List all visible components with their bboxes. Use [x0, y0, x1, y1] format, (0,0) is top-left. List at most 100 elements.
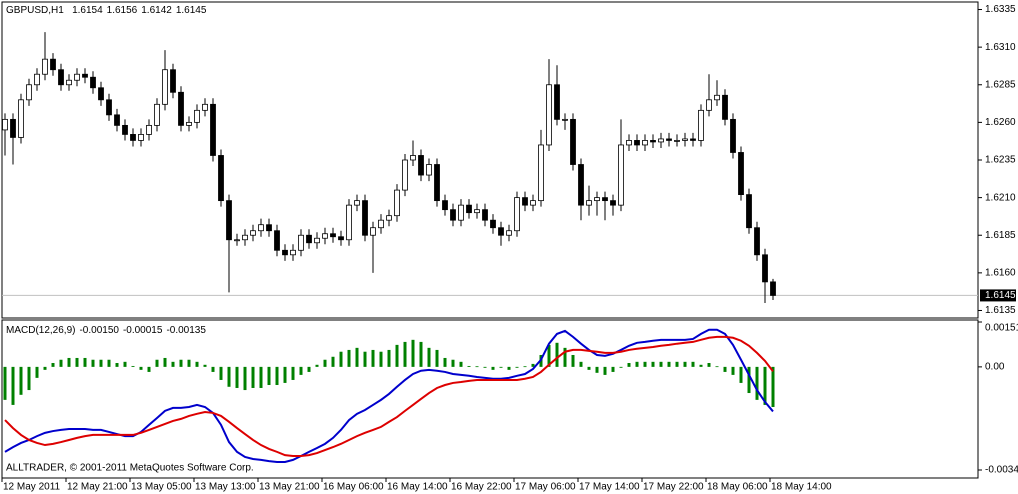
candle-body [170, 69, 176, 93]
candle-body [674, 140, 680, 142]
candle-body [346, 204, 352, 241]
histogram-bar [395, 344, 399, 367]
candle-body [178, 91, 184, 126]
histogram-bar [323, 359, 327, 367]
histogram-bar [307, 366, 311, 372]
indicator-value: -0.00135 [166, 325, 206, 336]
candle-body [714, 94, 720, 101]
candle-body [122, 124, 128, 135]
candle-body [362, 200, 368, 236]
histogram-bar [147, 366, 151, 372]
chart-header: GBPUSD,H1 1.6154 1.6156 1.6142 1.6145 [6, 5, 207, 16]
candle-body [586, 200, 592, 206]
histogram-bar [347, 349, 351, 367]
histogram-bar [219, 366, 223, 380]
candle-body [18, 99, 24, 138]
histogram-bar [635, 361, 639, 367]
candle-body [306, 234, 312, 244]
candle-body [10, 118, 16, 138]
candle-body [258, 224, 264, 232]
price-label-bg [980, 289, 1016, 302]
y-tick-label: 1.6135 [985, 305, 1016, 316]
histogram-bar [291, 366, 295, 380]
candle-body [762, 254, 768, 283]
histogram-bar [587, 366, 591, 370]
x-tick-label: 16 May 22:00 [451, 482, 512, 493]
candle-body [466, 204, 472, 214]
candle-body [210, 103, 216, 156]
x-tick-label: 17 May 22:00 [643, 482, 704, 493]
candle-body [338, 236, 344, 241]
histogram-bar [227, 366, 231, 387]
histogram-bar [171, 361, 175, 367]
histogram-bar [579, 361, 583, 367]
candle-body [274, 230, 280, 251]
histogram-bar [259, 366, 263, 388]
histogram-bar [459, 361, 463, 367]
histogram-bar [123, 361, 127, 367]
candle-body [378, 219, 384, 229]
histogram-bar [731, 366, 735, 375]
candle-body [218, 155, 224, 202]
candle-body [290, 249, 296, 256]
indicator-title: MACD(12,26,9) [6, 325, 75, 336]
histogram-bar [699, 364, 703, 367]
candle-body [266, 224, 272, 232]
histogram-bar [27, 366, 31, 391]
chart-title: GBPUSD,H1 [6, 5, 64, 16]
histogram-bar [371, 349, 375, 367]
candle-body [450, 209, 456, 221]
histogram-bar [611, 366, 615, 372]
candle-body [74, 73, 80, 81]
candle-body [482, 209, 488, 221]
ohlc-value: 1.6154 [72, 5, 103, 16]
candle-body [154, 103, 160, 126]
candle-body [490, 219, 496, 229]
histogram-bar [627, 363, 631, 367]
histogram-bar [451, 359, 455, 367]
candle-body [426, 164, 432, 176]
histogram-bar [315, 364, 319, 367]
candle-body [2, 118, 8, 131]
histogram-bar [483, 366, 487, 368]
candle-body [602, 197, 608, 202]
candle-body [418, 155, 424, 176]
histogram-bar [67, 357, 71, 367]
candle-body [570, 118, 576, 165]
histogram-bar [51, 363, 55, 367]
histogram-bar [475, 366, 479, 368]
histogram-bar [595, 366, 599, 373]
y-tick-label: 1.6185 [985, 230, 1016, 241]
histogram-bar [659, 361, 663, 367]
histogram-bar [427, 347, 431, 367]
candle-body [298, 234, 304, 251]
candle-body [610, 200, 616, 206]
histogram-bar [675, 361, 679, 367]
y-tick-label: 0.00151 [985, 323, 1018, 334]
y-tick-label: 1.6160 [985, 267, 1016, 278]
candle-body [658, 138, 664, 143]
y-tick-label: 1.6260 [985, 117, 1016, 128]
histogram-bar [155, 359, 159, 367]
candle-body [242, 234, 248, 241]
histogram-bar [195, 361, 199, 367]
candle-body [370, 227, 376, 236]
macd-line [4, 328, 774, 463]
candle-body [194, 109, 200, 123]
histogram-bar [555, 342, 559, 367]
histogram-bar [651, 361, 655, 367]
candle-body [402, 159, 408, 191]
candle-body [434, 164, 440, 202]
candle-body [514, 197, 520, 232]
histogram-bar [331, 356, 335, 367]
x-tick-label: 18 May 14:00 [771, 482, 832, 493]
x-tick-label: 12 May 21:00 [67, 482, 128, 493]
x-tick-label: 13 May 05:00 [131, 482, 192, 493]
candle-body [314, 237, 320, 244]
histogram-bar [235, 366, 239, 388]
y-tick-label: 1.6235 [985, 155, 1016, 166]
histogram-bar [739, 366, 743, 383]
histogram-bar [363, 351, 367, 367]
candle-body [530, 200, 536, 206]
